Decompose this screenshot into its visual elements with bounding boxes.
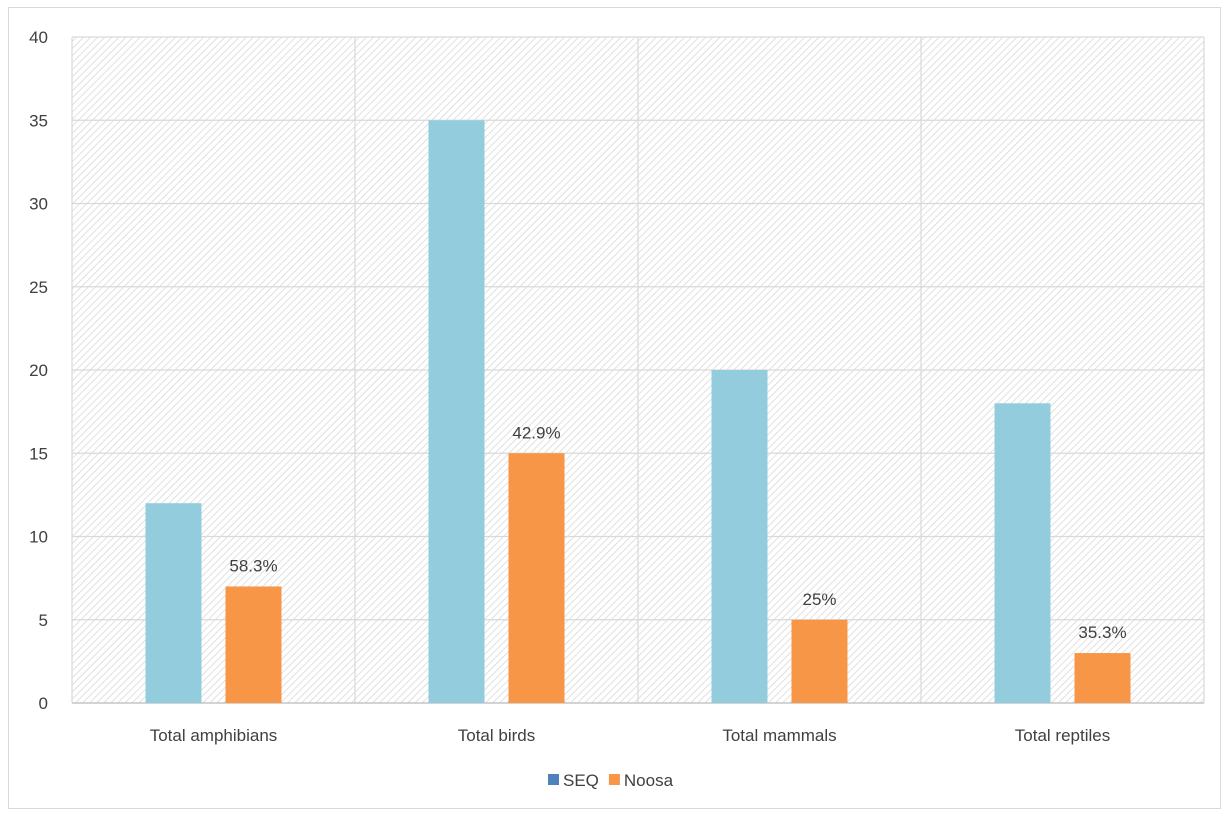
bar-seq-0	[145, 503, 202, 703]
bar-noosa-3	[1074, 653, 1131, 703]
bar-seq-2	[711, 370, 768, 703]
data-labels: 58.3% 42.9% 25% 35.3%	[229, 423, 1126, 642]
y-tick-label: 0	[39, 694, 48, 713]
x-category-label: Total mammals	[722, 726, 836, 745]
legend-swatch	[548, 774, 559, 785]
bar-seq-1	[428, 120, 485, 703]
legend: SEQ Noosa	[548, 771, 674, 790]
y-tick-label: 5	[39, 611, 48, 630]
y-tick-label: 10	[29, 528, 48, 547]
y-tick-label: 30	[29, 195, 48, 214]
bar-noosa-2	[791, 619, 848, 703]
data-label: 58.3%	[229, 556, 277, 575]
x-category-label: Total reptiles	[1015, 726, 1110, 745]
legend-swatch	[608, 774, 620, 785]
y-tick-label: 15	[29, 444, 48, 463]
y-tick-label: 25	[29, 278, 48, 297]
legend-label: SEQ	[563, 771, 599, 790]
data-label: 42.9%	[512, 423, 560, 442]
bar-noosa-1	[508, 453, 565, 703]
y-axis-ticks: 0 5 10 15 20 25 30 35 40	[29, 28, 48, 713]
y-tick-label: 20	[29, 361, 48, 380]
x-category-label: Total amphibians	[150, 726, 278, 745]
bar-seq-3	[994, 403, 1051, 703]
x-category-label: Total birds	[458, 726, 535, 745]
bars	[145, 120, 1131, 703]
data-label: 35.3%	[1078, 623, 1126, 642]
legend-label: Noosa	[624, 771, 674, 790]
y-tick-label: 40	[29, 28, 48, 47]
y-tick-label: 35	[29, 111, 48, 130]
x-axis-labels: Total amphibians Total birds Total mammals…	[150, 726, 1111, 745]
bar-noosa-0	[225, 586, 282, 703]
data-label: 25%	[802, 590, 836, 609]
